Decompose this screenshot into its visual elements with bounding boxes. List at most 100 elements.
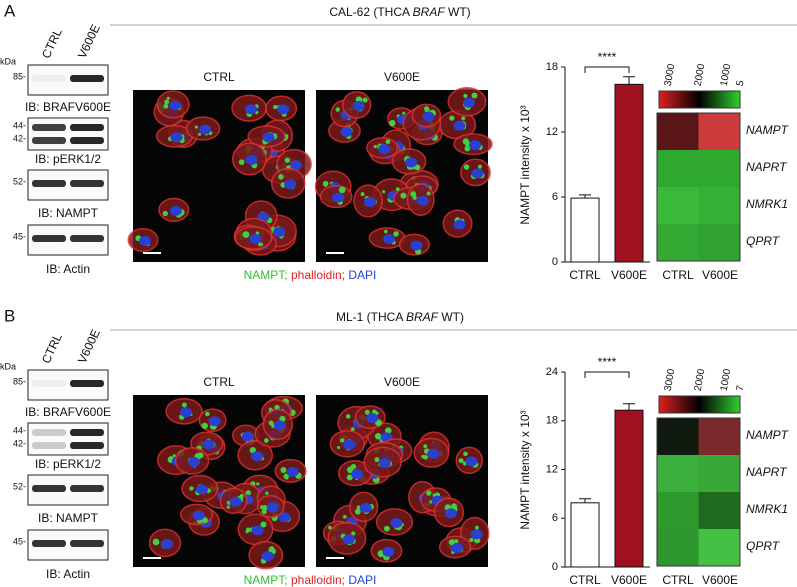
caption-part: DAPI bbox=[345, 573, 376, 587]
cell-nucleus bbox=[202, 439, 215, 450]
cell-nucleus bbox=[261, 551, 274, 562]
blot-band bbox=[70, 75, 104, 82]
error-bar bbox=[623, 76, 635, 85]
blot-band bbox=[32, 429, 66, 436]
bar bbox=[570, 502, 600, 568]
scale-tick-label: 5 bbox=[735, 79, 747, 87]
cell-granule bbox=[260, 505, 265, 510]
cell-granule bbox=[162, 210, 168, 217]
blot-band bbox=[32, 124, 66, 131]
error-bar bbox=[623, 403, 635, 411]
cell-nucleus bbox=[251, 451, 264, 462]
blot-band bbox=[70, 442, 104, 449]
panel-title: ML-1 (THCA BRAF WT) bbox=[336, 310, 464, 324]
scale-tick-label: 7 bbox=[735, 384, 747, 392]
caption-part: phalloidin; bbox=[288, 573, 345, 587]
cell-granule bbox=[469, 537, 474, 543]
blot-band bbox=[32, 235, 66, 242]
cell-granule bbox=[463, 451, 468, 457]
kda-marker: 44- bbox=[13, 120, 26, 130]
panel-label: A bbox=[4, 1, 16, 20]
cell-granule bbox=[346, 474, 353, 481]
lane-label: CTRL bbox=[39, 331, 65, 366]
scale-tick-label: 3000 bbox=[663, 368, 678, 392]
cell-granule bbox=[374, 433, 382, 440]
x-tick-label: V600E bbox=[611, 573, 647, 587]
cell-granule bbox=[454, 539, 459, 544]
cell-granule bbox=[323, 182, 328, 187]
cell-granule bbox=[383, 525, 390, 532]
cell-nucleus bbox=[249, 233, 262, 244]
cell-nucleus bbox=[139, 235, 152, 246]
blot-label: IB: pERK1/2 bbox=[35, 152, 101, 166]
title-part: BRAF bbox=[413, 5, 446, 19]
cell-nucleus bbox=[352, 100, 365, 111]
cell-nucleus bbox=[351, 469, 364, 480]
heatmap-cell bbox=[657, 150, 699, 187]
y-tick-label: 18 bbox=[546, 415, 558, 427]
heatmap-cell bbox=[698, 113, 740, 150]
cell-nucleus bbox=[453, 120, 466, 131]
cell-granule bbox=[451, 503, 457, 510]
cell-granule bbox=[164, 99, 170, 105]
cell-granule bbox=[189, 486, 194, 491]
heatmap-row-label: NMRK1 bbox=[746, 502, 788, 516]
cell-nucleus bbox=[342, 534, 355, 545]
cell-nucleus bbox=[469, 140, 482, 151]
heatmap-cell bbox=[657, 113, 699, 150]
cell-granule bbox=[255, 231, 260, 235]
cell-nucleus bbox=[169, 100, 182, 111]
cell-granule bbox=[362, 97, 368, 103]
cell-granule bbox=[238, 159, 245, 165]
cell-granule bbox=[284, 157, 290, 163]
lane-label: CTRL bbox=[39, 26, 65, 61]
cell-nucleus bbox=[245, 104, 258, 115]
panel: A CAL-62 (THCA BRAF WT) kDa CTRL V600E 85- IB:… bbox=[0, 1, 797, 282]
blot-band bbox=[70, 540, 104, 547]
cell-granule bbox=[197, 452, 204, 459]
cell-granule bbox=[245, 529, 249, 534]
heatmap-row-label: NAPRT bbox=[746, 465, 788, 479]
cell-nucleus bbox=[192, 510, 205, 521]
scale-tick-label: 2000 bbox=[693, 368, 708, 392]
blot-band bbox=[70, 380, 104, 387]
cell-nucleus bbox=[195, 484, 208, 495]
cell-granule bbox=[264, 438, 269, 443]
y-tick-label: 0 bbox=[552, 256, 558, 268]
cell-nucleus bbox=[453, 219, 466, 230]
caption-part: NAMPT; bbox=[244, 268, 288, 282]
bar bbox=[614, 409, 644, 568]
lane-label: V600E bbox=[75, 22, 103, 61]
image-label: V600E bbox=[384, 375, 420, 389]
cell-nucleus bbox=[290, 160, 303, 171]
blot-band bbox=[32, 380, 66, 387]
cell-nucleus bbox=[422, 111, 435, 122]
cell-granule bbox=[412, 195, 417, 200]
cell-granule bbox=[458, 458, 464, 464]
kda-label: kDa bbox=[0, 56, 16, 66]
cell-nucleus bbox=[382, 546, 395, 557]
image-label: CTRL bbox=[203, 70, 235, 84]
cell-granule bbox=[201, 517, 208, 524]
cell-nucleus bbox=[332, 192, 345, 203]
heatmap-col-label: CTRL bbox=[662, 573, 694, 587]
bar bbox=[570, 197, 600, 263]
title-part: WT) bbox=[438, 310, 464, 324]
blot-label: IB: NAMPT bbox=[38, 511, 99, 525]
cell-granule bbox=[163, 103, 169, 109]
heatmap-cell bbox=[657, 224, 699, 261]
scale-tick-label: 3000 bbox=[663, 63, 678, 87]
cell-granule bbox=[268, 420, 274, 426]
scale-tick-label: 1000 bbox=[719, 368, 734, 392]
heatmap-cell bbox=[698, 529, 740, 566]
cell-nucleus bbox=[427, 448, 440, 459]
cell-nucleus bbox=[416, 195, 429, 206]
cell-nucleus bbox=[462, 97, 475, 108]
cell-nucleus bbox=[180, 407, 193, 418]
caption-part: NAMPT; bbox=[244, 573, 288, 587]
cell-granule bbox=[351, 531, 356, 536]
cell-granule bbox=[198, 132, 202, 136]
cell-granule bbox=[283, 473, 289, 480]
cell-nucleus bbox=[340, 126, 353, 137]
heatmap-row-label: NAPRT bbox=[746, 160, 788, 174]
